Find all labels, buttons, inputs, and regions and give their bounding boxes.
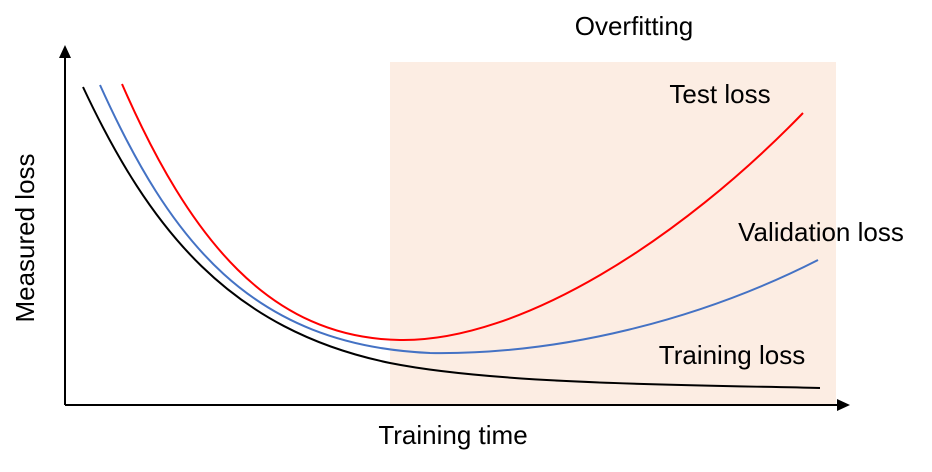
x-axis-label: Training time xyxy=(378,420,527,450)
curve-label: Validation loss xyxy=(738,217,904,247)
y-axis-label: Measured loss xyxy=(10,153,40,322)
overfitting-region xyxy=(390,62,836,405)
curve-label: Training loss xyxy=(659,340,805,370)
y-axis-arrow xyxy=(59,45,71,58)
curve-label: Test loss xyxy=(669,79,770,109)
training-curve xyxy=(82,86,821,389)
test-curve xyxy=(121,83,804,342)
x-axis-arrow xyxy=(837,399,850,411)
validation-curve xyxy=(99,84,819,355)
region-title: Overfitting xyxy=(575,11,694,41)
